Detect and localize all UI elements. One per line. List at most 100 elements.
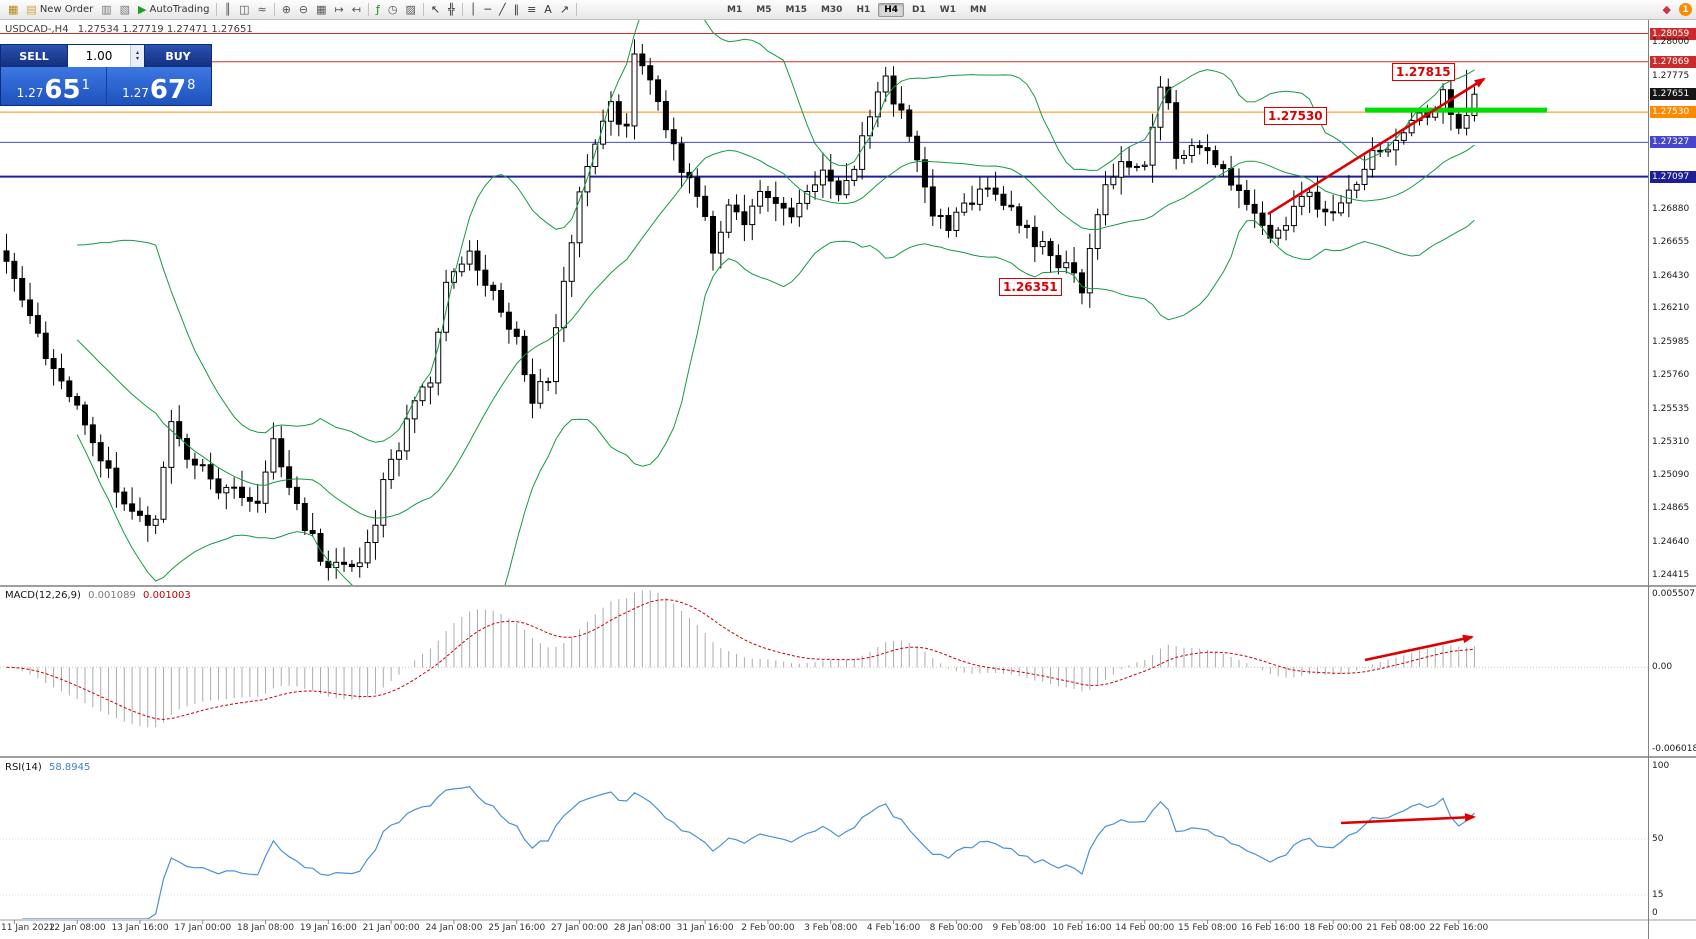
timeframe-group: M1 M5 M15 M30 H1 H4 D1 W1 MN <box>720 2 993 17</box>
price-scale-red-label: 1.28059 <box>1650 28 1696 40</box>
sell-price-big-digits: 65 <box>44 75 81 105</box>
lot-down-icon[interactable]: ▾ <box>135 55 139 62</box>
buy-button[interactable]: BUY <box>145 45 211 67</box>
cursor-icon: ↖ <box>430 2 441 16</box>
templates-icon[interactable]: ▨ <box>401 2 419 18</box>
candlestick-type-icon[interactable]: ◫ <box>235 2 253 18</box>
cursor-icon[interactable]: ↖ <box>427 2 444 18</box>
fibonacci-icon[interactable]: ≡ <box>523 2 540 18</box>
buy-price-pipette: 8 <box>187 78 196 93</box>
lot-stepper[interactable]: ▴ ▾ <box>130 45 144 67</box>
periods-icon: ◷ <box>387 2 398 16</box>
arrows-tool-icon[interactable]: ↗ <box>556 2 573 18</box>
chart-shift-icon[interactable]: ↤ <box>348 2 365 18</box>
timeframe-w1-button[interactable]: W1 <box>939 4 956 15</box>
price-scale-blue-label: 1.27327 <box>1650 136 1696 148</box>
macd-scale-label: -0.006018 <box>1652 744 1696 754</box>
autotrading-button-label: AutoTrading <box>149 4 210 15</box>
timeframe-h4-button[interactable]: H4 <box>878 2 905 17</box>
price-scale-label: 1.26210 <box>1652 303 1690 313</box>
rsi-scale-label: 100 <box>1652 761 1670 771</box>
time-axis-label: 25 Jan 16:00 <box>488 923 546 933</box>
zoom-in-icon[interactable]: ⊕ <box>278 2 295 18</box>
toolbar: ▦ ▤ New Order ▥ ▧ ▶ AutoTrading ║ ◫ ≈ ⊕ ⊖ ▦ ↦ ↤ ƒ ◷ ▨ ↖ ╬ │ ─… <box>0 0 1696 20</box>
tile-windows-icon[interactable]: ▦ <box>312 2 330 18</box>
lot-up-icon[interactable]: ▴ <box>135 49 139 56</box>
time-axis-label: 16 Feb 16:00 <box>1240 923 1300 933</box>
timeframe-h1-button[interactable]: H1 <box>856 4 871 15</box>
price-scale-label: 1.27775 <box>1652 71 1690 81</box>
buy-price[interactable]: 1.27 67 8 <box>107 67 212 105</box>
timeframe-m15-button[interactable]: M15 <box>785 4 807 15</box>
price-scale-label: 1.28000 <box>1652 37 1690 47</box>
bar-chart-type-icon: ║ <box>224 2 232 16</box>
crosshair-icon: ╬ <box>448 2 455 16</box>
price-annotation-label[interactable]: 1.27815 <box>1392 63 1455 81</box>
price-scale[interactable]: 1.28059 1.28000 1.27869 1.27775 1.27651 1.275… <box>1648 20 1696 939</box>
price-scale-label: 1.25760 <box>1652 370 1690 380</box>
time-axis-label: 24 Jan 08:00 <box>425 923 483 933</box>
indicators-icon: ƒ <box>375 2 380 16</box>
zoom-out-icon: ⊖ <box>298 2 309 16</box>
vertical-line-icon[interactable]: │ <box>466 2 481 18</box>
text-label-icon[interactable]: A <box>540 2 556 18</box>
line-chart-type-icon[interactable]: ≈ <box>253 2 270 18</box>
time-axis-label: 27 Jan 00:00 <box>551 923 609 933</box>
tile-windows-icon: ▦ <box>316 2 327 16</box>
sell-price-pipette: 1 <box>81 78 90 93</box>
time-axis-label: 12 Jan 08:00 <box>48 923 106 933</box>
new-order-button[interactable]: ▤ New Order <box>22 2 97 18</box>
time-axis-label: 21 Feb 08:00 <box>1366 923 1426 933</box>
bar-chart-type-icon[interactable]: ║ <box>220 2 235 18</box>
rsi-value: 58.8945 <box>48 762 91 773</box>
trendline-icon[interactable]: ╱ <box>495 2 510 18</box>
time-axis-label: 14 Feb 00:00 <box>1115 923 1175 933</box>
crosshair-icon[interactable]: ╬ <box>444 2 459 18</box>
timeframe-d1-button[interactable]: D1 <box>912 4 926 15</box>
depth-of-market-icon[interactable]: ▧ <box>116 2 134 18</box>
timeframe-m30-button[interactable]: M30 <box>820 4 843 15</box>
new-order-icon: ▤ <box>26 2 37 16</box>
timeframe-m1-button[interactable]: M1 <box>727 4 743 15</box>
sell-price[interactable]: 1.27 65 1 <box>1 67 107 105</box>
notification-badge[interactable]: 1 <box>1679 3 1692 16</box>
macd-value-2: 0.001003 <box>143 590 191 601</box>
sell-button[interactable]: SELL <box>1 45 67 67</box>
toolbar-separator <box>216 3 218 16</box>
price-scale-navy-label: 1.27097 <box>1650 171 1696 183</box>
ohlc-values: 1.27534 1.27719 1.27471 1.27651 <box>77 24 253 35</box>
horizontal-line-icon: ─ <box>484 2 491 16</box>
price-annotation-label[interactable]: 1.27530 <box>1264 107 1327 125</box>
toolbar-separator <box>576 3 578 16</box>
macd-scale-label: 0.005507 <box>1652 589 1695 599</box>
templates-icon: ▨ <box>405 2 416 16</box>
time-axis-label: 8 Feb 00:00 <box>929 923 984 933</box>
time-axis-label: 9 Feb 08:00 <box>992 923 1046 933</box>
time-axis[interactable]: 11 Jan 2022 12 Jan 08:00 13 Jan 16:00 17 Ja… <box>0 921 1648 939</box>
charts-bar-icon[interactable]: ▥ <box>97 2 115 18</box>
time-axis-label: 15 Feb 08:00 <box>1178 923 1238 933</box>
auto-scroll-icon[interactable]: ↦ <box>331 2 348 18</box>
arrows-tool-icon: ↗ <box>559 2 570 16</box>
depth-of-market-icon: ▧ <box>119 2 131 16</box>
indicators-icon[interactable]: ƒ <box>372 2 384 18</box>
price-annotation-label[interactable]: 1.26351 <box>999 278 1062 296</box>
autotrading-button[interactable]: ▶ AutoTrading <box>134 2 213 18</box>
price-scale-label: 1.26430 <box>1652 271 1690 281</box>
timeframe-m5-button[interactable]: M5 <box>756 4 772 15</box>
time-axis-label: 17 Jan 00:00 <box>174 923 232 933</box>
fibonacci-icon: ≡ <box>527 2 537 16</box>
timeframe-mn-button[interactable]: MN <box>969 4 987 15</box>
community-icon[interactable]: ◆ <box>1659 2 1675 18</box>
text-label-icon: A <box>544 2 552 16</box>
price-scale-label: 1.26880 <box>1652 204 1690 214</box>
horizontal-line-icon[interactable]: ─ <box>480 2 495 18</box>
channel-icon[interactable]: ∥ <box>510 2 524 18</box>
lot-size-field[interactable]: 1.00 ▴ ▾ <box>67 45 145 67</box>
zoom-out-icon[interactable]: ⊖ <box>295 2 312 18</box>
periods-icon[interactable]: ◷ <box>384 2 402 18</box>
chart-window-icon[interactable]: ▦ <box>4 2 22 18</box>
chart-shift-icon: ↤ <box>351 2 361 16</box>
channel-icon: ∥ <box>513 2 520 16</box>
